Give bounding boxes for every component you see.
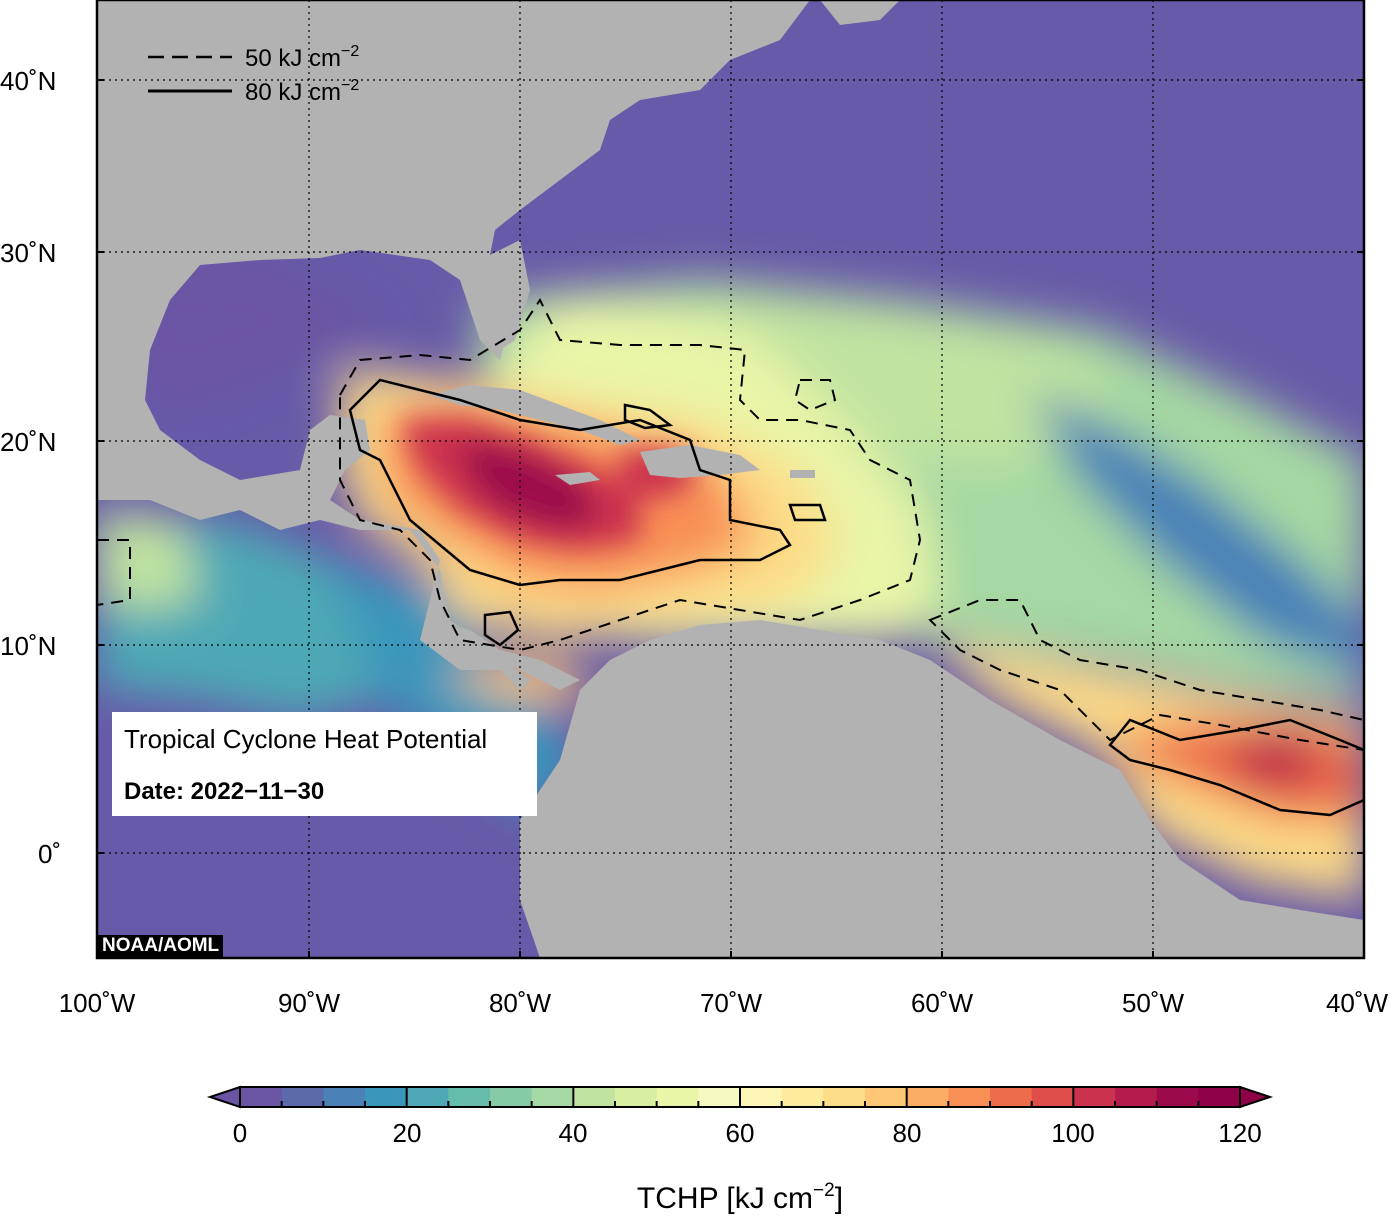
colorbar-swatch [406, 1087, 449, 1107]
lon-label-60w: 60˚W [911, 988, 974, 1018]
colorbar-swatch [448, 1087, 491, 1107]
contour-80 [348, 378, 1364, 817]
colorbar-max-arrow [1239, 1085, 1274, 1109]
lat-label-40n: 40˚N [0, 66, 56, 96]
legend-dashed-label: 50 kJ cm−2 [245, 43, 359, 72]
longitude-labels: 100˚W 90˚W 80˚W 70˚W 60˚W 50˚W 40˚W [59, 988, 1389, 1018]
axis-ticks [97, 79, 1364, 958]
colorbar-swatch [531, 1087, 574, 1107]
colorbar-swatch [990, 1087, 1033, 1107]
lat-label-20n: 20˚N [0, 427, 56, 457]
lon-label-100w: 100˚W [59, 988, 136, 1018]
info-date: Date: 2022−11−30 [124, 778, 325, 805]
colorbar-swatch [281, 1087, 324, 1107]
colorbar-swatch [365, 1087, 408, 1107]
colorbar-title: TCHP [kJ cm−2] [637, 1180, 843, 1215]
lat-label-10n: 10˚N [0, 631, 56, 661]
colorbar-swatch [1073, 1087, 1116, 1107]
colorbar-tick-label-80: 80 [893, 1118, 922, 1148]
colorbar-swatch [823, 1087, 866, 1107]
lon-label-50w: 50˚W [1122, 988, 1185, 1018]
colorbar-ticks [239, 1087, 1241, 1107]
info-box: Tropical Cyclone Heat Potential Date: 20… [112, 712, 537, 816]
colorbar-min-arrow [206, 1085, 241, 1109]
colorbar-swatch [906, 1087, 949, 1107]
colorbar: 0 20 40 60 80 100 120 TCHP [kJ cm−2] [206, 1085, 1274, 1215]
colorbar-swatch [1115, 1087, 1158, 1107]
colorbar-swatch [1156, 1087, 1199, 1107]
lon-label-90w: 90˚W [278, 988, 341, 1018]
colorbar-swatch [1198, 1087, 1241, 1107]
contour-legend: 50 kJ cm−2 80 kJ cm−2 [148, 43, 359, 106]
colorbar-swatch [323, 1087, 366, 1107]
colorbar-swatch [865, 1087, 908, 1107]
colorbar-swatch [948, 1087, 991, 1107]
latitude-labels: 40˚N 30˚N 20˚N 10˚N 0˚ [0, 66, 61, 869]
land [97, 0, 1364, 958]
info-title: Tropical Cyclone Heat Potential [124, 724, 488, 754]
lat-label-0: 0˚ [38, 839, 61, 869]
lon-label-80w: 80˚W [489, 988, 552, 1018]
legend-solid-label: 80 kJ cm−2 [245, 77, 359, 106]
colorbar-swatch [656, 1087, 699, 1107]
lat-label-30n: 30˚N [0, 238, 56, 268]
map-panel [97, 0, 1364, 958]
colorbar-tick-label-0: 0 [233, 1118, 247, 1148]
colorbar-swatch [615, 1087, 658, 1107]
colorbar-swatch [698, 1087, 741, 1107]
credit-label: NOAA/AOML [98, 935, 224, 957]
colorbar-tick-label-120: 120 [1218, 1118, 1261, 1148]
colorbar-swatch [240, 1087, 283, 1107]
colorbar-swatch [573, 1087, 616, 1107]
colorbar-tick-label-100: 100 [1051, 1118, 1094, 1148]
colorbar-tick-label-20: 20 [393, 1118, 422, 1148]
lon-label-70w: 70˚W [700, 988, 763, 1018]
colorbar-swatch [1031, 1087, 1074, 1107]
colorbar-swatches [240, 1087, 1241, 1107]
colorbar-swatch [490, 1087, 533, 1107]
colorbar-swatch [781, 1087, 824, 1107]
colorbar-tick-label-40: 40 [559, 1118, 588, 1148]
colorbar-tick-label-60: 60 [726, 1118, 755, 1148]
lon-label-40w: 40˚W [1326, 988, 1389, 1018]
contour-50 [97, 298, 1364, 752]
colorbar-swatch [740, 1087, 783, 1107]
